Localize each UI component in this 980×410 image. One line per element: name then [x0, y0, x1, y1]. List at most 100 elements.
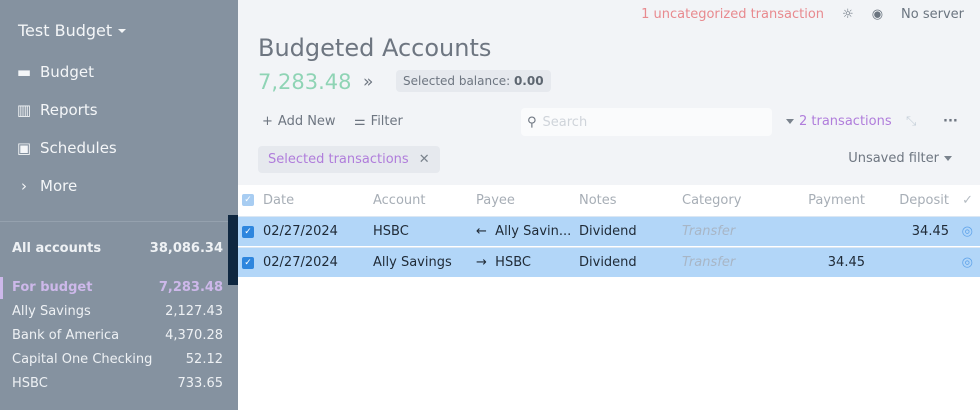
double-chevron-icon[interactable]: » [363, 72, 374, 92]
uncategorized-link[interactable]: 1 uncategorized transaction [641, 7, 825, 22]
collapse-icon[interactable]: ⤡ [906, 114, 917, 129]
wallet-icon: ▬ [16, 63, 32, 81]
account-item[interactable]: HSBC 733.65 [12, 376, 223, 391]
caret-down-icon [786, 119, 794, 124]
cell-date[interactable]: 02/27/2024 [263, 255, 338, 270]
account-name: For budget [12, 280, 93, 295]
nav-label: Budget [40, 63, 94, 81]
cell-category[interactable]: Transfer [682, 224, 736, 239]
transactions-count-menu[interactable]: 2 transactions [786, 114, 892, 129]
selected-balance: Selected balance: 0.00 [396, 70, 551, 92]
eye-icon[interactable]: ◉ [871, 7, 884, 22]
caret-down-icon [118, 28, 127, 33]
plus-icon: + [262, 114, 273, 129]
nav-label: Reports [40, 101, 98, 119]
cell-account[interactable]: Ally Savings [373, 255, 452, 270]
search-input[interactable] [542, 114, 743, 130]
top-bar: 1 uncategorized transaction ☼ ◉ No serve… [641, 7, 964, 22]
cell-notes[interactable]: Dividend [579, 255, 637, 270]
col-deposit[interactable]: Deposit [899, 192, 949, 208]
account-balance: 7,283.48 [158, 280, 223, 295]
cell-date[interactable]: 02/27/2024 [263, 224, 338, 239]
calendar-icon: ▣ [16, 139, 32, 157]
cleared-icon[interactable]: ◎ [961, 255, 973, 270]
account-balance-total[interactable]: 7,283.48 [258, 70, 352, 94]
search-box[interactable]: ⚲ [521, 108, 772, 136]
table-header: ✓ Date Account Payee Notes Category Paym… [238, 185, 980, 215]
payee-name: Ally Savin... [495, 224, 572, 239]
col-date[interactable]: Date [263, 192, 295, 208]
col-account[interactable]: Account [373, 192, 426, 208]
col-payee[interactable]: Payee [476, 192, 515, 208]
account-item[interactable]: Bank of America 4,370.28 [12, 328, 223, 343]
close-icon[interactable]: ✕ [418, 152, 430, 167]
nav-reports[interactable]: ▥ Reports [16, 101, 98, 119]
filter-button[interactable]: ⚌ Filter [354, 114, 403, 129]
payee-name: HSBC [495, 255, 531, 270]
transfer-arrow-icon: ← [476, 224, 487, 239]
caret-down-icon [944, 156, 952, 161]
account-name: Ally Savings [12, 304, 91, 319]
main-panel: 1 uncategorized transaction ☼ ◉ No serve… [238, 0, 980, 410]
filter-chip[interactable]: Selected transactions ✕ [258, 146, 440, 173]
account-balance: 2,127.43 [165, 304, 223, 319]
account-for-budget[interactable]: For budget 7,283.48 [12, 280, 223, 295]
select-all-checkbox[interactable]: ✓ [242, 194, 254, 206]
cell-payment[interactable]: 34.45 [827, 255, 865, 270]
col-payment[interactable]: Payment [808, 192, 865, 208]
cleared-icon[interactable]: ◎ [961, 224, 973, 239]
filter-label: Filter [370, 114, 403, 129]
add-new-button[interactable]: + Add New [262, 114, 336, 129]
chip-label: Selected transactions [268, 152, 409, 167]
chevron-right-icon: › [21, 177, 27, 195]
sun-icon[interactable]: ☼ [842, 7, 854, 22]
account-item[interactable]: Ally Savings 2,127.43 [12, 304, 223, 319]
unsaved-filter-menu[interactable]: Unsaved filter [848, 151, 952, 166]
tx-count-label: 2 transactions [799, 114, 892, 129]
col-category[interactable]: Category [682, 192, 742, 208]
add-new-label: Add New [277, 114, 336, 129]
row-checkbox[interactable]: ✓ [242, 225, 254, 238]
transactions-table: ✓ Date Account Payee Notes Category Paym… [238, 185, 980, 410]
transfer-arrow-icon: → [476, 255, 487, 270]
cell-category[interactable]: Transfer [682, 255, 736, 270]
cell-notes[interactable]: Dividend [579, 224, 637, 239]
selected-balance-label: Selected balance: [403, 74, 511, 88]
search-icon: ⚲ [527, 114, 537, 130]
nav-budget[interactable]: ▬ Budget [16, 63, 94, 81]
sidebar: Test Budget ▬ Budget ▥ Reports ▣ Schedules … [0, 0, 238, 410]
cell-account[interactable]: HSBC [373, 224, 409, 239]
col-notes[interactable]: Notes [579, 192, 617, 208]
server-status[interactable]: No server [901, 7, 964, 22]
budget-name: Test Budget [18, 21, 113, 40]
unsaved-label: Unsaved filter [848, 151, 939, 166]
divider [0, 221, 238, 222]
account-name: Bank of America [12, 328, 120, 343]
cell-deposit[interactable]: 34.45 [911, 224, 949, 239]
nav-label: More [40, 177, 78, 195]
table-row[interactable]: ✓ 02/27/2024 Ally Savings → HSBC Dividen… [238, 247, 980, 277]
sliders-icon: ⚌ [354, 114, 366, 129]
bar-chart-icon: ▥ [16, 101, 32, 119]
account-balance: 38,086.34 [149, 241, 223, 256]
selected-indicator [0, 277, 3, 299]
row-checkbox[interactable]: ✓ [242, 256, 254, 269]
cell-payee[interactable]: → HSBC [476, 255, 531, 270]
nav-more[interactable]: › More [16, 177, 77, 195]
account-name: Capital One Checking [12, 352, 153, 367]
account-balance: 733.65 [177, 376, 224, 391]
account-all[interactable]: All accounts 38,086.34 [12, 241, 223, 256]
nav-schedules[interactable]: ▣ Schedules [16, 139, 117, 157]
account-name: All accounts [12, 241, 102, 256]
account-name: HSBC [12, 376, 48, 391]
budget-name-menu[interactable]: Test Budget [18, 21, 127, 40]
more-options-icon[interactable]: ··· [943, 114, 958, 129]
account-item[interactable]: Capital One Checking 52.12 [12, 352, 223, 367]
nav-label: Schedules [40, 139, 117, 157]
account-balance: 52.12 [185, 352, 223, 367]
account-balance: 4,370.28 [165, 328, 223, 343]
table-row[interactable]: ✓ 02/27/2024 HSBC ← Ally Savin... Divide… [238, 216, 980, 246]
page-title: Budgeted Accounts [258, 34, 492, 62]
resize-handle[interactable] [228, 215, 238, 285]
cell-payee[interactable]: ← Ally Savin... [476, 224, 571, 239]
